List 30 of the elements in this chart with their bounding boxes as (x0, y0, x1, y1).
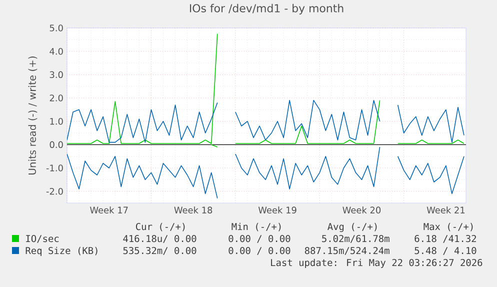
x-tick-label: Week 17 (90, 206, 128, 214)
text: Min (-/+) (232, 222, 281, 232)
text: Avg (-/+) (328, 222, 377, 232)
y-tick-label: 5.0 (50, 24, 63, 32)
text: 5.02m/61.78m (322, 234, 390, 243)
y-axis-title: Units read (-) / write (+) (28, 56, 38, 174)
text: 0.00 / 0.00 (228, 234, 290, 243)
text: Cur (-/+) (136, 222, 185, 232)
text: 887.15m/524.24m (304, 246, 390, 255)
x-tick-label: Week 20 (342, 206, 381, 214)
text: 535.32m/ 0.00 (123, 246, 196, 255)
text: 6.18 /41.32 (414, 234, 476, 243)
y-tick-label: -1.0 (46, 164, 63, 172)
x-tick-label: Week 21 (426, 206, 465, 214)
chart-title: IOs for /dev/md1 - by month (190, 4, 344, 14)
y-tick-label: 0.0 (50, 141, 63, 148)
text: 416.18u/ 0.00 (123, 234, 196, 243)
y-tick-label: 3.0 (50, 71, 63, 78)
text: Max (-/+) (424, 222, 473, 232)
x-tick-label: Week 19 (258, 206, 296, 214)
legend-label: Req Size (KB) (26, 246, 98, 256)
text: 5.48 / 4.10 (414, 246, 476, 255)
y-tick-label: 1.0 (50, 118, 63, 125)
y-tick-label: 4.0 (50, 48, 63, 55)
x-tick-label: Week 18 (174, 206, 212, 214)
y-tick-label: 2.0 (50, 94, 63, 102)
text: 0.00 / 0.00 (228, 246, 290, 255)
y-tick-label: -2.0 (46, 188, 63, 195)
text: Last update: Fri May 22 03:26:27 2026 (271, 258, 482, 268)
legend-label: IO/sec (26, 234, 59, 243)
